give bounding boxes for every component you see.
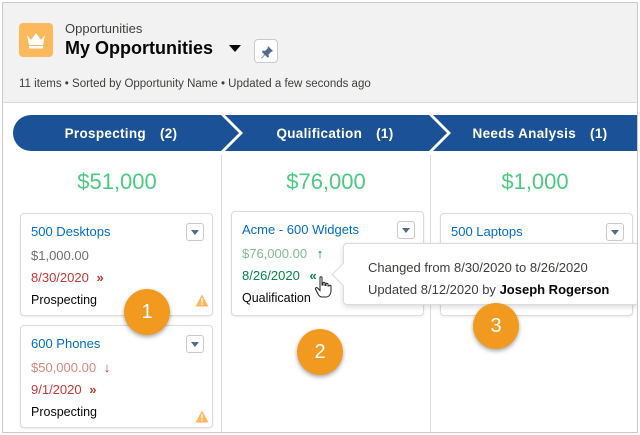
stage-count: (2) <box>159 125 178 141</box>
callout-badge-3: 3 <box>473 303 519 349</box>
opportunity-card[interactable]: 600 Phones $50,000.00 ↓ 9/1/2020 » Prosp… <box>20 325 213 428</box>
opportunity-stage: Qualification <box>242 291 311 305</box>
opportunity-amount: $76,000.00 ↑ <box>242 246 324 261</box>
column-total-prospecting: $51,000 <box>77 169 157 194</box>
stage-label: Needs Analysis <box>472 125 577 141</box>
stage-needs-analysis[interactable]: Needs Analysis (1) <box>445 115 635 151</box>
column-total-needs-analysis: $1,000 <box>501 169 569 194</box>
stage-path: Prospecting (2) Qualification (1) Needs … <box>13 115 637 151</box>
warning-icon <box>195 294 209 307</box>
opportunity-close-date: 9/1/2020 » <box>31 382 97 397</box>
card-menu-button[interactable] <box>186 335 204 353</box>
opportunity-card[interactable]: 500 Desktops $1,000.00 8/30/2020 » Prosp… <box>20 213 213 316</box>
date-pulled-in-icon: « <box>309 268 317 283</box>
column-total-qualification: $76,000 <box>286 169 366 194</box>
arrow-up-icon: ↑ <box>316 246 324 261</box>
date-pushed-icon: » <box>89 382 97 397</box>
date-pushed-icon: » <box>96 270 104 285</box>
stage-qualification[interactable]: Qualification (1) <box>237 115 433 151</box>
card-menu-button[interactable] <box>606 223 624 241</box>
list-status: 11 items • Sorted by Opportunity Name • … <box>19 78 371 90</box>
opportunity-name-link[interactable]: Acme - 600 Widgets <box>242 222 360 237</box>
hand-cursor-icon <box>314 276 332 298</box>
pin-button[interactable] <box>254 39 278 63</box>
tooltip-change-text: Changed from 8/30/2020 to 8/26/2020 <box>368 260 588 275</box>
stage-label: Prospecting <box>64 125 146 141</box>
opportunity-amount: $1,000.00 <box>31 248 89 263</box>
stage-label: Qualification <box>276 125 363 141</box>
list-view-title[interactable]: My Opportunities <box>65 38 213 58</box>
card-menu-button[interactable] <box>397 221 415 239</box>
opportunity-name-link[interactable]: 500 Desktops <box>31 224 111 239</box>
tooltip-updated-text: Updated 8/12/2020 by Joseph Rogerson <box>368 282 610 297</box>
callout-badge-2: 2 <box>297 329 343 375</box>
tooltip-user: Joseph Rogerson <box>499 282 610 297</box>
date-change-tooltip: Changed from 8/30/2020 to 8/26/2020 Upda… <box>343 243 637 305</box>
object-label: Opportunities <box>65 21 143 36</box>
opportunity-name-link[interactable]: 500 Laptops <box>451 224 523 239</box>
column-divider <box>221 155 222 432</box>
crown-icon <box>19 23 53 57</box>
list-view-dropdown-icon[interactable] <box>229 45 241 52</box>
opportunity-name-link[interactable]: 600 Phones <box>31 336 101 351</box>
callout-badge-1: 1 <box>124 289 170 335</box>
pin-icon <box>261 46 273 59</box>
stage-count: (1) <box>376 125 394 141</box>
stage-count: (1) <box>590 125 608 141</box>
opportunity-stage: Prospecting <box>31 293 98 307</box>
card-menu-button[interactable] <box>186 223 204 241</box>
stage-prospecting[interactable]: Prospecting (2) <box>13 115 229 151</box>
arrow-down-icon: ↓ <box>103 360 111 375</box>
opportunity-stage: Prospecting <box>31 405 98 419</box>
opportunity-close-date: 8/26/2020 « <box>242 268 317 283</box>
warning-icon <box>195 410 209 423</box>
list-header: Opportunities My Opportunities 11 items … <box>3 3 637 103</box>
opportunity-close-date: 8/30/2020 » <box>31 270 104 285</box>
opportunity-amount: $50,000.00 ↓ <box>31 360 111 375</box>
